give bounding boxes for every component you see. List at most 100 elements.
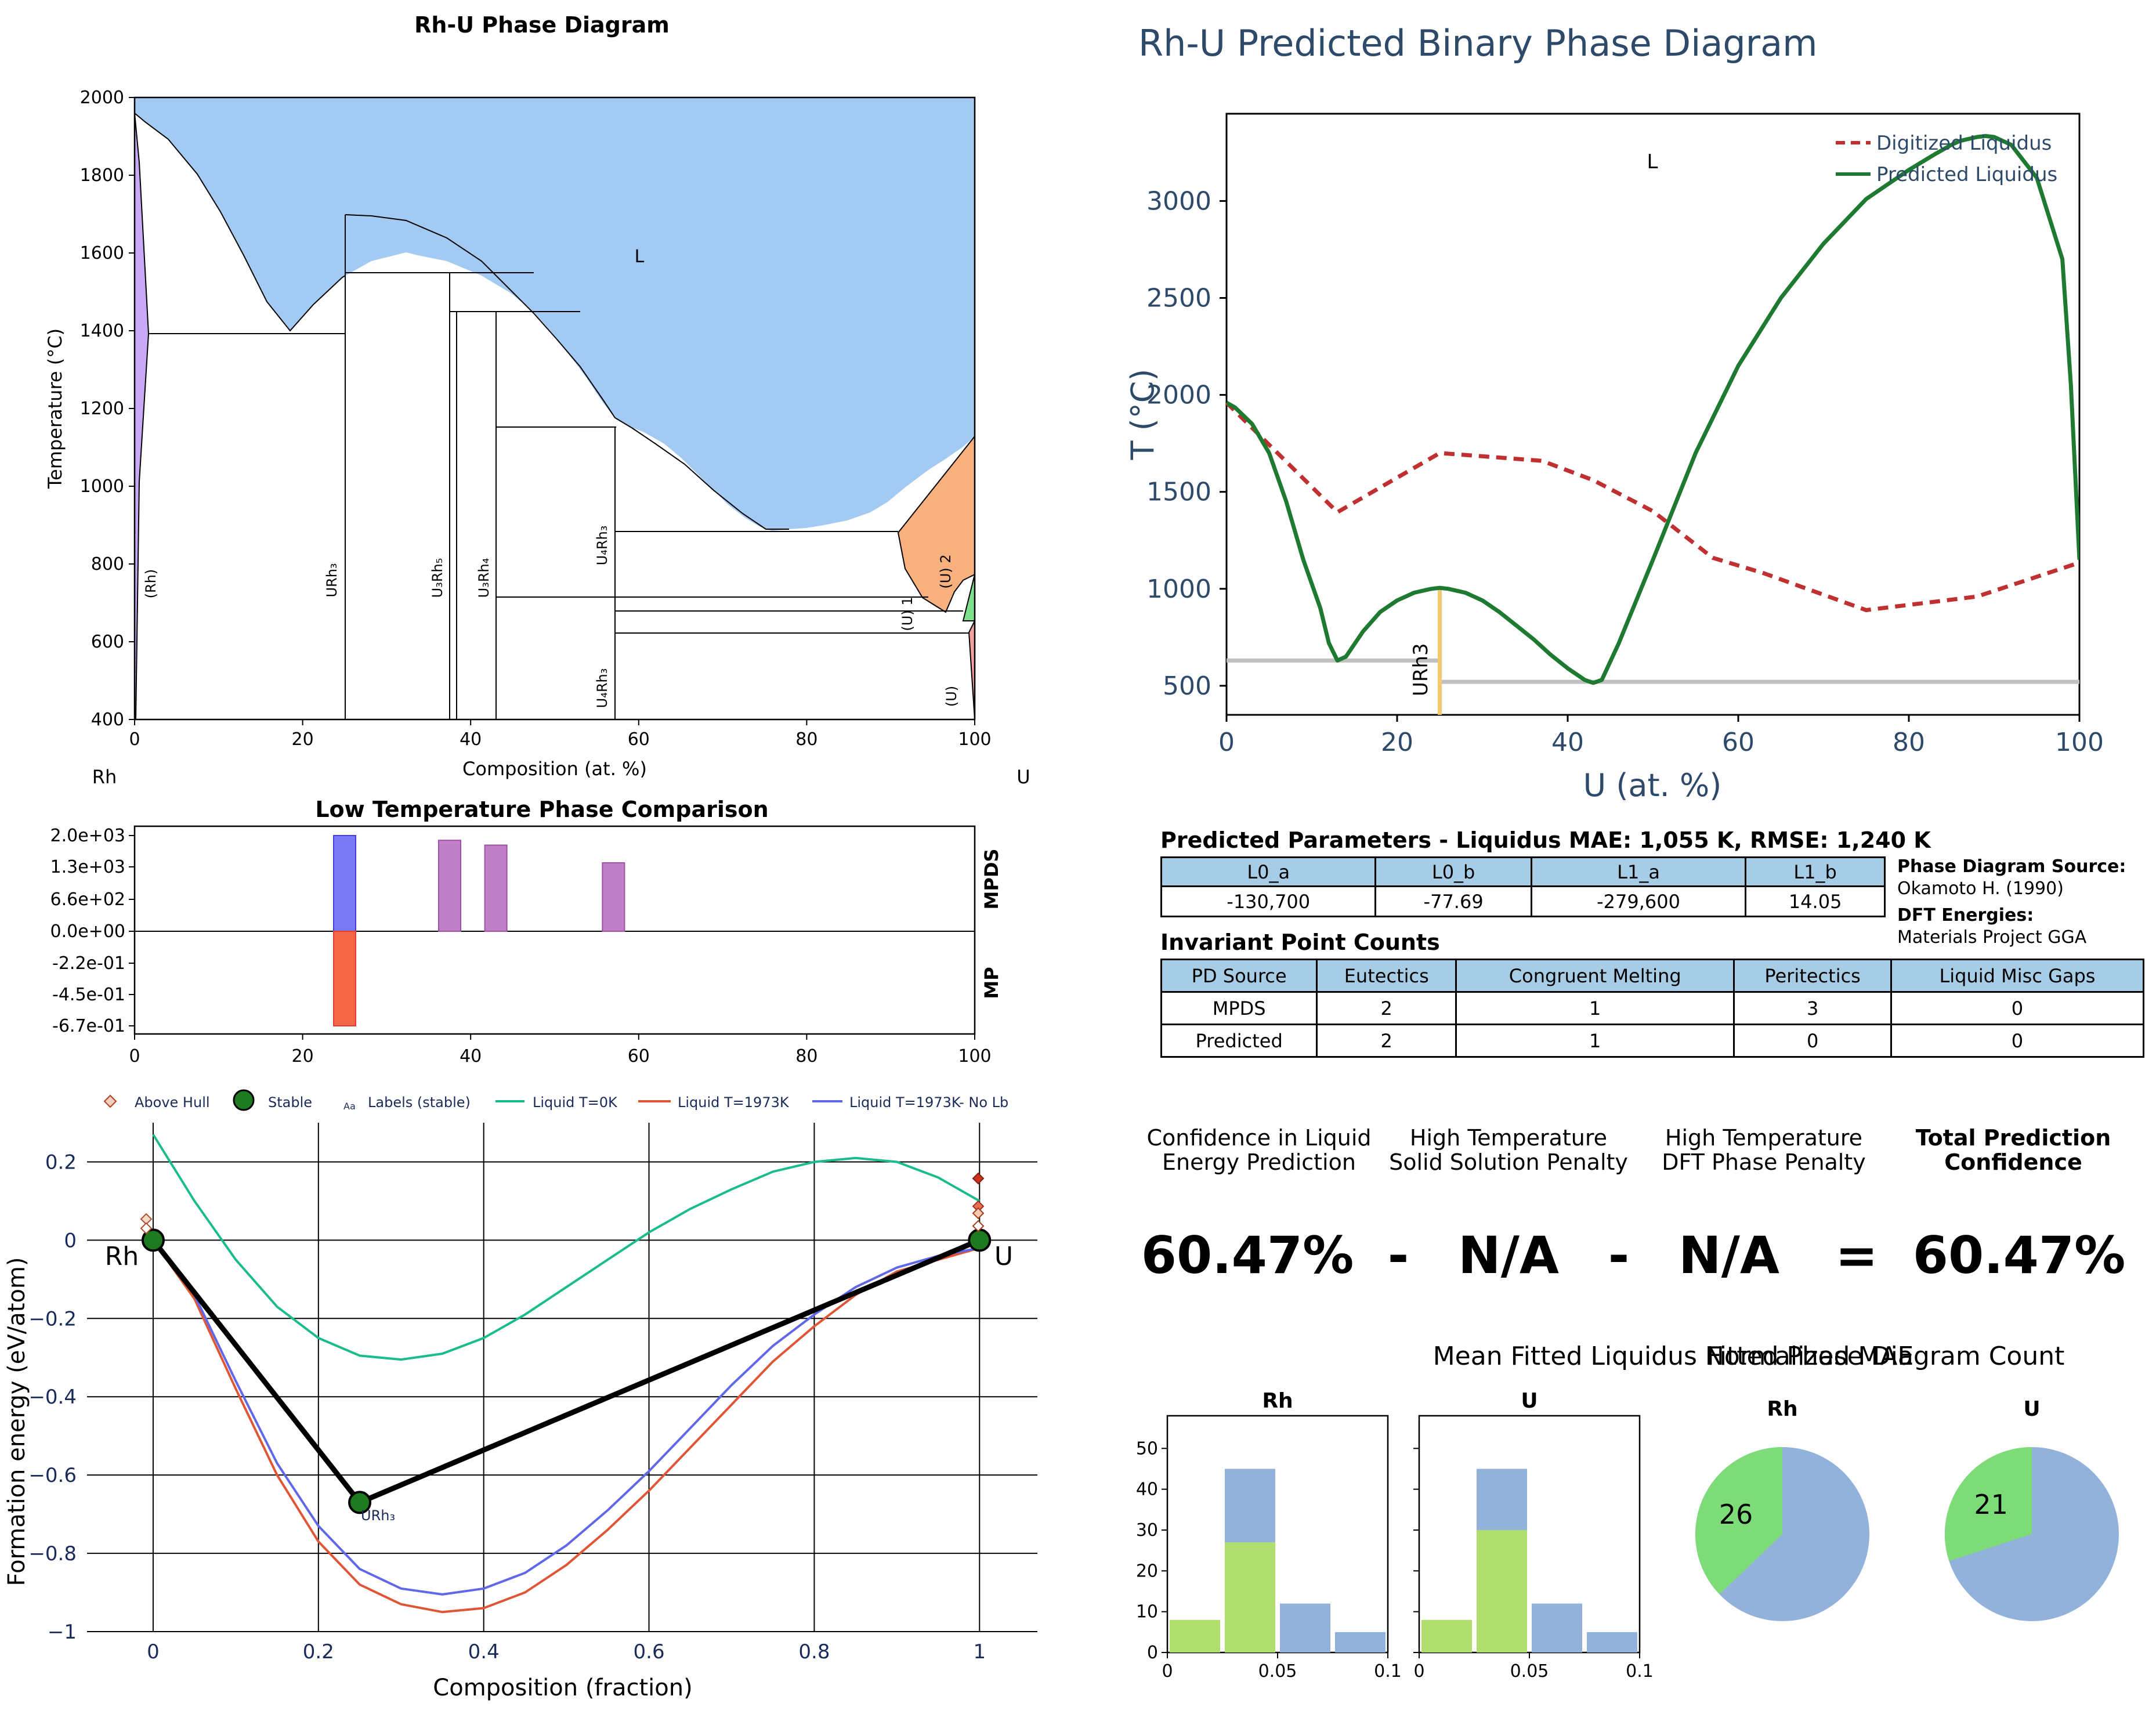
mae-bar-green — [1477, 1529, 1527, 1652]
predicted-lines — [1225, 133, 2081, 715]
hull-label-u: U — [994, 1242, 1013, 1271]
y-tick-label: 0 — [64, 1229, 77, 1252]
x-tick-label: 0.05 — [1510, 1661, 1549, 1682]
x-tick-label: 0 — [1218, 728, 1235, 757]
above-hull-marker — [972, 1172, 985, 1185]
invariants-header: Peritectics — [1733, 959, 1892, 993]
mae-bars — [1170, 1469, 1637, 1652]
phase-label-urh3: URh₃ — [324, 563, 340, 597]
x-tick-label: 40 — [1551, 728, 1584, 757]
y-tick-label: 6.6e+02 — [50, 889, 125, 910]
low-temp-bars — [333, 835, 625, 1026]
confidence-ss-value: N/A — [1458, 1225, 1559, 1285]
legend-above-hull-marker — [103, 1094, 117, 1108]
invariants-cell: 0 — [1733, 1024, 1892, 1058]
y-tick-label: 1200 — [80, 399, 124, 419]
liquid-curve — [152, 1239, 980, 1614]
phase-diagram-panel: Rh-U Phase Diagram — [44, 12, 1030, 788]
legend-above-hull: Above Hull — [135, 1094, 210, 1111]
params-value: 14.05 — [1745, 885, 1886, 917]
y-tick-label: 50 — [1136, 1438, 1158, 1459]
y-tick-label: 2500 — [1146, 283, 1211, 313]
source-value: Okamoto H. (1990) — [1897, 878, 2064, 899]
legend-t1973: Liquid T=1973K — [678, 1094, 790, 1111]
hull-panel: Above Hull Stable Aa Labels (stable) Liq… — [3, 1089, 1037, 1701]
y-tick-label: -6.7e-01 — [52, 1016, 125, 1036]
y-tick-label: −0.8 — [28, 1542, 77, 1565]
low-temp-mp-label: MP — [981, 967, 1003, 999]
stable-point — [968, 1228, 992, 1252]
pie-u-label: U — [2023, 1397, 2040, 1421]
confidence-header-ss: High Temperature Solid Solution Penalty — [1375, 1126, 1642, 1174]
above-hull-marker — [972, 1220, 985, 1232]
hull-grid — [87, 1123, 1037, 1632]
mae-ticks: 0 0.05 0.1 0 10 20 30 40 50 0 0.05 0.1 — [1136, 1438, 1654, 1682]
x-tick-label: 100 — [958, 1046, 991, 1066]
invariants-cell: 2 — [1316, 1024, 1457, 1058]
mae-bar-blue — [1225, 1469, 1275, 1543]
x-tick-label: 0.1 — [1626, 1661, 1654, 1682]
x-tick-label: 80 — [795, 729, 817, 750]
confidence-header-liquid: Confidence in Liquid Energy Prediction — [1131, 1126, 1387, 1174]
hull-legend: Above Hull Stable Aa Labels (stable) Liq… — [103, 1089, 1008, 1112]
legend-digitized: Digitized Liquidus — [1876, 132, 2052, 155]
mae-bar-green — [1170, 1619, 1220, 1652]
mae-rh-frame — [1166, 1415, 1389, 1654]
predicted-frame — [1225, 113, 2081, 716]
y-tick-label: 20 — [1136, 1561, 1158, 1581]
confidence-header-liquid-text: Confidence in Liquid Energy Prediction — [1146, 1125, 1372, 1175]
legend-predicted: Predicted Liquidus — [1876, 163, 2057, 186]
low-temp-panel: Low Temperature Phase Comparison 2.0e+03… — [50, 797, 1003, 1066]
mae-bar-blue — [1477, 1469, 1527, 1530]
x-tick-label: 20 — [1381, 728, 1413, 757]
y-tick-label: 800 — [91, 554, 124, 574]
y-tick-label: 10 — [1136, 1602, 1158, 1622]
x-tick-label: 1 — [973, 1640, 986, 1664]
y-tick-label: 2000 — [80, 88, 124, 108]
x-tick-label: 0 — [129, 1046, 140, 1066]
legend-labels-marker: Aa — [343, 1101, 356, 1112]
x-tick-label: 80 — [1893, 728, 1925, 757]
predicted-liquid-label: L — [1647, 150, 1658, 173]
legend-stable-marker — [233, 1089, 255, 1111]
invariants-title: Invariant Point Counts — [1160, 930, 1440, 955]
pie-slice-green — [1695, 1447, 1782, 1594]
rh-solid-region — [134, 113, 150, 720]
phase-diagram-ylabel: Temperature (°C) — [44, 328, 66, 489]
low-temp-x-ticks: 0 20 40 60 80 100 — [129, 1034, 992, 1066]
x-tick-label: 0.1 — [1374, 1661, 1402, 1682]
y-tick-label: −1 — [48, 1621, 77, 1644]
confidence-op-minus-1: - — [1387, 1225, 1409, 1285]
invariants-cell: Predicted — [1160, 1024, 1318, 1058]
x-tick-label: 100 — [958, 729, 991, 750]
pies-panel: Fitted Phase Diagram Count Rh U 26 21 — [1695, 1341, 2119, 1621]
hull-x-ticks: 0 0.2 0.4 0.6 0.8 1 — [147, 1640, 986, 1664]
digitized-liquidus — [1225, 401, 2081, 613]
x-tick-label: 0.4 — [468, 1640, 500, 1664]
phase-label-u1: (U) 1 — [899, 596, 916, 631]
hull-ylabel: Formation energy (eV/atom) — [3, 1257, 30, 1586]
predicted-ylabel: T (°C) — [1124, 369, 1161, 461]
confidence-header-dft-text: High Temperature DFT Phase Penalty — [1662, 1125, 1866, 1175]
predicted-legend: Digitized Liquidus Predicted Liquidus — [1836, 132, 2057, 186]
pies-title: Fitted Phase Diagram Count — [1707, 1341, 2065, 1371]
confidence-dft-value: N/A — [1679, 1225, 1779, 1285]
legend-nolb: Liquid T=1973K- No Lb — [849, 1094, 1008, 1111]
invariants-cell: 3 — [1733, 991, 1892, 1025]
predicted-liquidus — [1227, 133, 2079, 685]
mae-bar-green — [1225, 1542, 1275, 1652]
y-tick-label: 1000 — [80, 476, 124, 497]
predicted-x-ticks: 0 20 40 60 80 100 — [1218, 715, 2104, 757]
phase-label-rh: (Rh) — [143, 569, 159, 599]
mae-u-frame — [1418, 1415, 1641, 1654]
x-tick-label: 0.8 — [798, 1640, 830, 1664]
mpds-bar — [438, 840, 461, 932]
params-value: -130,700 — [1160, 885, 1377, 917]
u-phase-red-region — [968, 620, 975, 720]
invariants-cell: 0 — [1890, 1024, 2145, 1058]
x-tick-label: 0 — [1162, 1661, 1173, 1682]
above-hull-marker — [972, 1207, 985, 1220]
legend-t0: Liquid T=0K — [533, 1094, 618, 1111]
x-tick-label: 20 — [292, 1046, 314, 1066]
phase-label-u4rh3-lower: U₄Rh₃ — [594, 668, 610, 708]
